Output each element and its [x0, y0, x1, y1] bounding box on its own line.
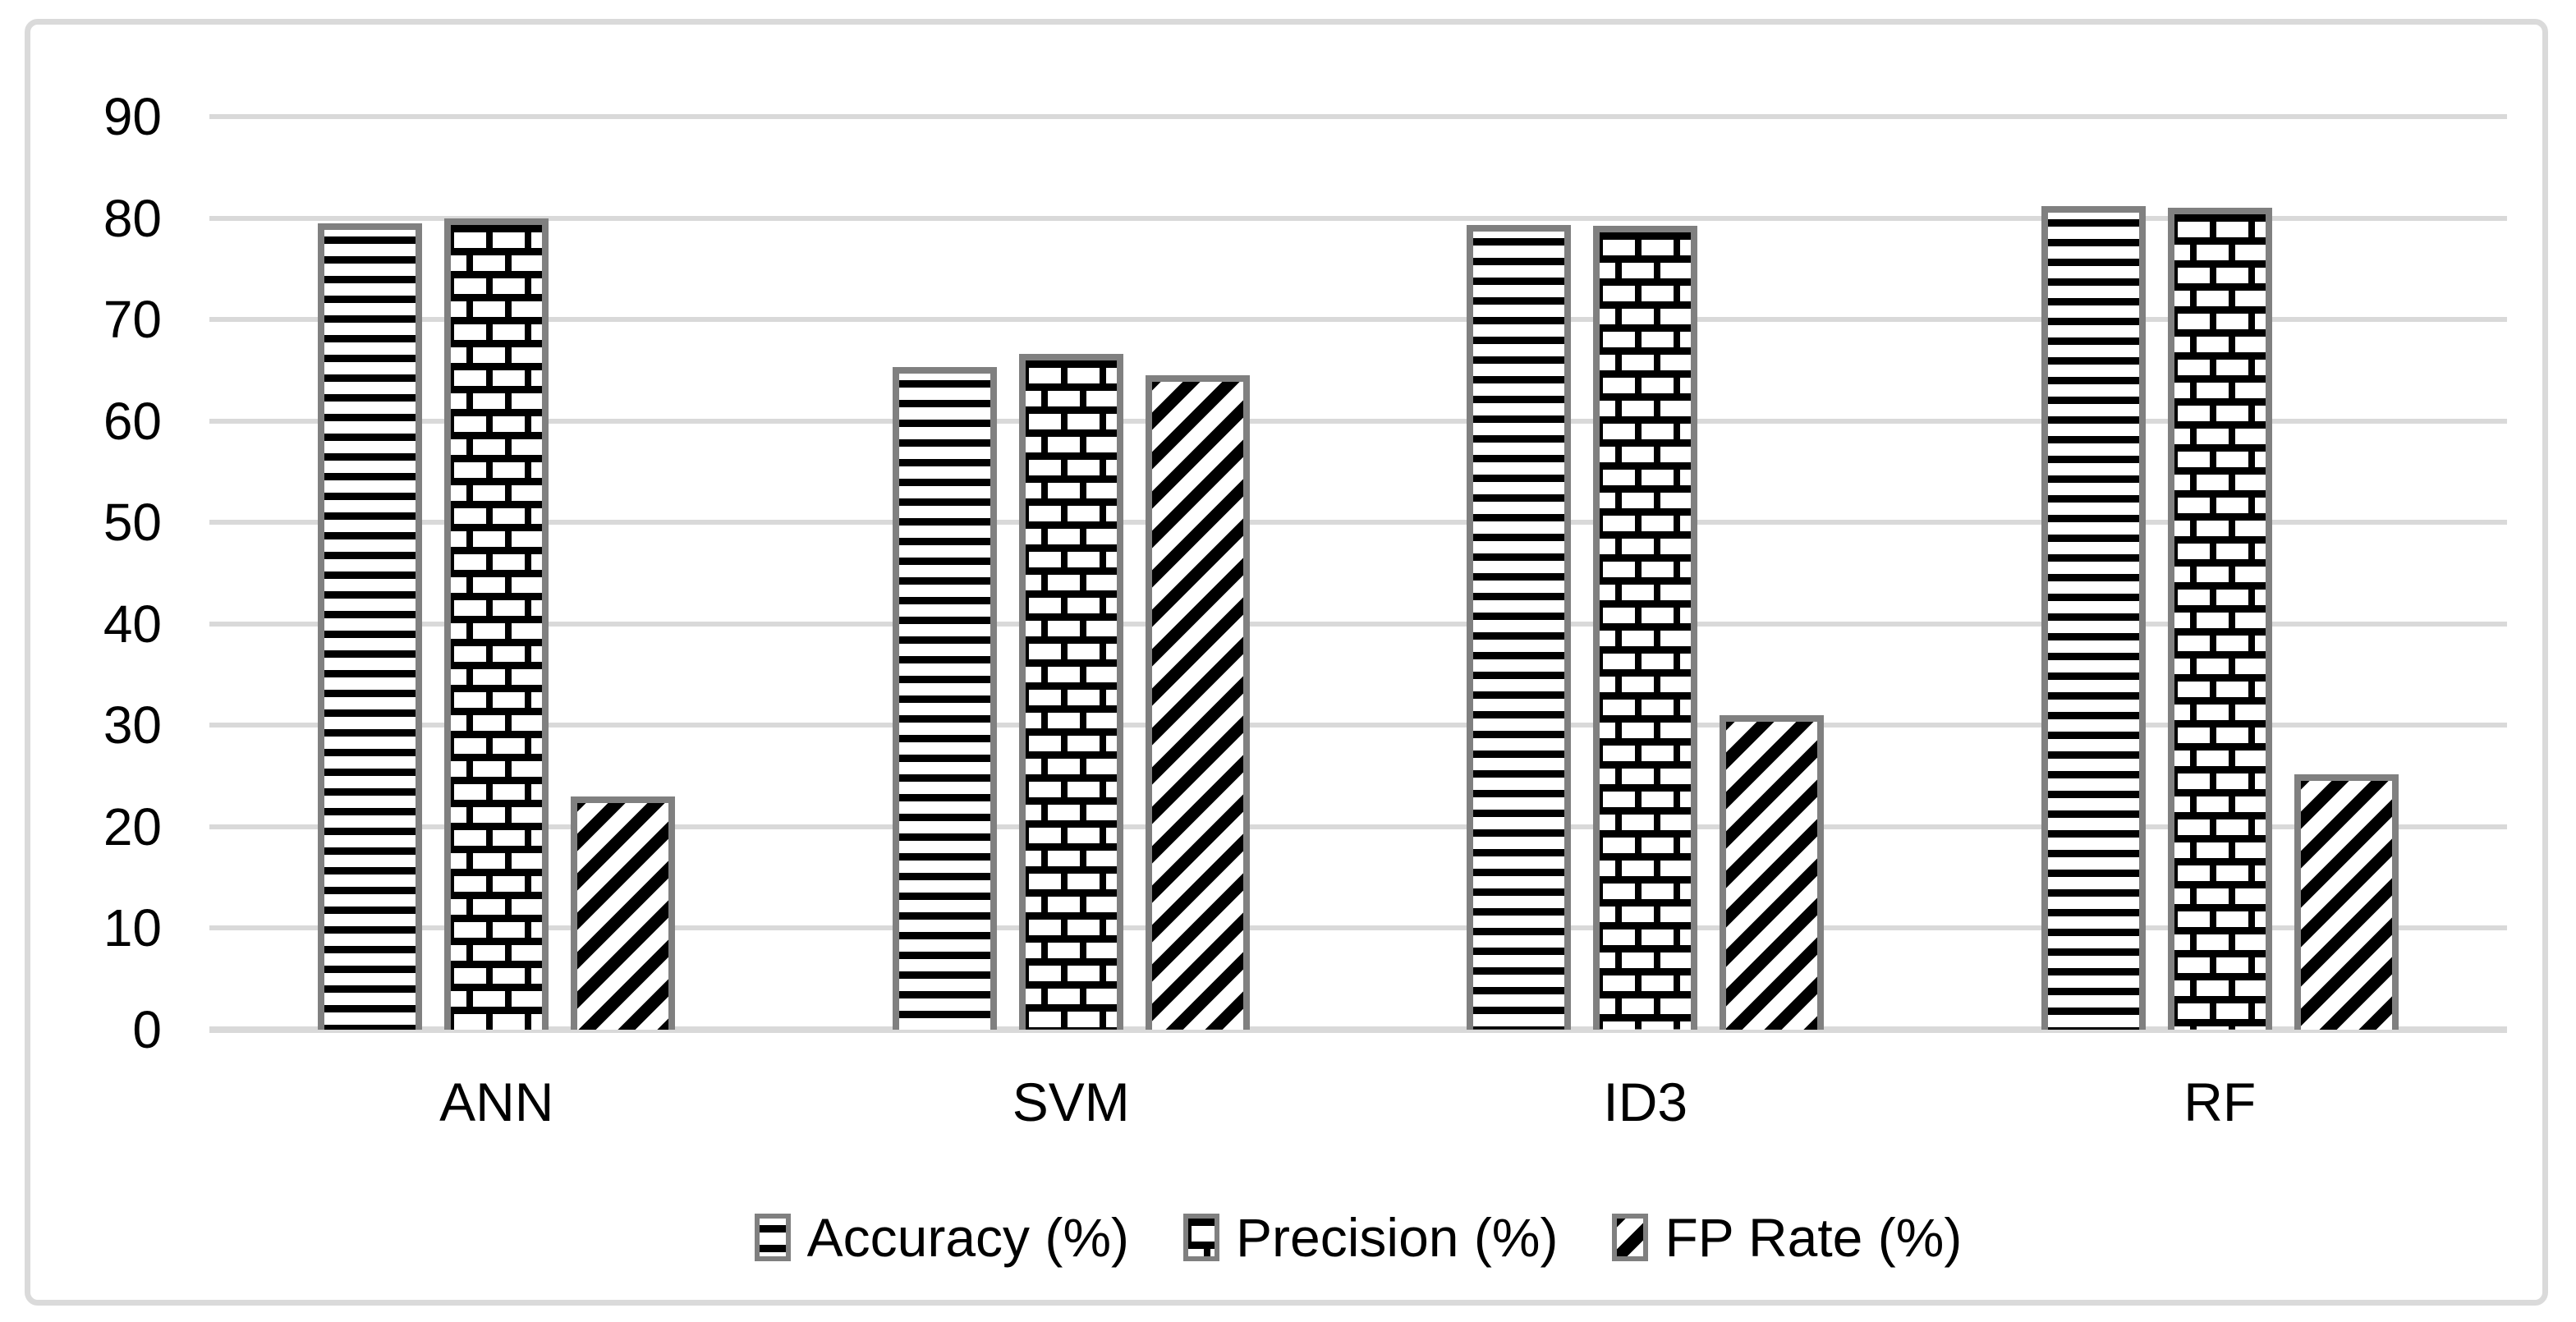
- bar-ann-accuracy: [318, 223, 422, 1030]
- bar-svm-fp-rate: [1146, 375, 1250, 1030]
- legend-item-precision: Precision (%): [1183, 1210, 1558, 1265]
- x-label-id3: ID3: [1603, 1072, 1688, 1132]
- legend-label: FP Rate (%): [1665, 1207, 1963, 1268]
- y-tick-label-10: 10: [103, 898, 162, 958]
- legend-item-fp-rate: FP Rate (%): [1612, 1210, 1962, 1265]
- y-tick-label-80: 80: [103, 188, 162, 248]
- legend-item-accuracy: Accuracy (%): [754, 1207, 1130, 1268]
- y-tick-label-40: 40: [103, 594, 162, 654]
- y-axis: 0 10 20 30 40 50 60 70 80 90: [30, 90, 162, 1056]
- bar-id3-fp-rate: [1720, 714, 1824, 1030]
- bar-rf-fp-rate: [2294, 773, 2399, 1030]
- x-label-svm: SVM: [1012, 1072, 1130, 1132]
- bar-id3-precision: [1593, 226, 1697, 1030]
- bar-svm-precision: [1019, 354, 1123, 1030]
- legend: Accuracy (%) Precision (%) FP Rate (%): [209, 1210, 2507, 1265]
- gridline-60: [209, 418, 2507, 424]
- y-tick-label-0: 0: [132, 1000, 162, 1059]
- y-tick-label-60: 60: [103, 391, 162, 451]
- x-label-ann: ANN: [439, 1072, 554, 1132]
- bar-svm-accuracy: [893, 367, 997, 1030]
- bar-ann-precision: [444, 218, 549, 1030]
- legend-label: Accuracy (%): [806, 1207, 1130, 1268]
- gridline-70: [209, 317, 2507, 323]
- gridline-90: [209, 114, 2507, 119]
- x-label-rf: RF: [2183, 1072, 2257, 1132]
- legend-swatch-bricks-icon: [1183, 1214, 1220, 1261]
- gridline-10: [209, 925, 2507, 931]
- x-axis-line: [209, 1026, 2507, 1033]
- y-tick-label-20: 20: [103, 796, 162, 856]
- gridline-50: [209, 520, 2507, 526]
- bar-rf-accuracy: [2041, 205, 2146, 1030]
- y-tick-label-90: 90: [103, 87, 162, 146]
- bar-ann-fp-rate: [571, 796, 675, 1030]
- bar-id3-accuracy: [1467, 225, 1571, 1030]
- gridline-30: [209, 723, 2507, 728]
- legend-swatch-diagonal-stripes-icon: [1612, 1214, 1649, 1261]
- y-tick-label-50: 50: [103, 493, 162, 553]
- bar-rf-precision: [2168, 208, 2272, 1030]
- y-tick-label-30: 30: [103, 695, 162, 755]
- gridline-80: [209, 215, 2507, 221]
- x-axis: ANN SVM ID3 RF: [209, 1075, 2507, 1132]
- chart-frame: 0 10 20 30 40 50 60 70 80 90 ANN SVM ID3 RF Accuracy…: [25, 19, 2548, 1306]
- gridline-20: [209, 824, 2507, 829]
- legend-label: Precision (%): [1236, 1207, 1559, 1268]
- plot-area: [209, 114, 2507, 1033]
- gridline-40: [209, 621, 2507, 627]
- legend-swatch-horizontal-lines-icon: [754, 1214, 791, 1261]
- y-tick-label-70: 70: [103, 290, 162, 350]
